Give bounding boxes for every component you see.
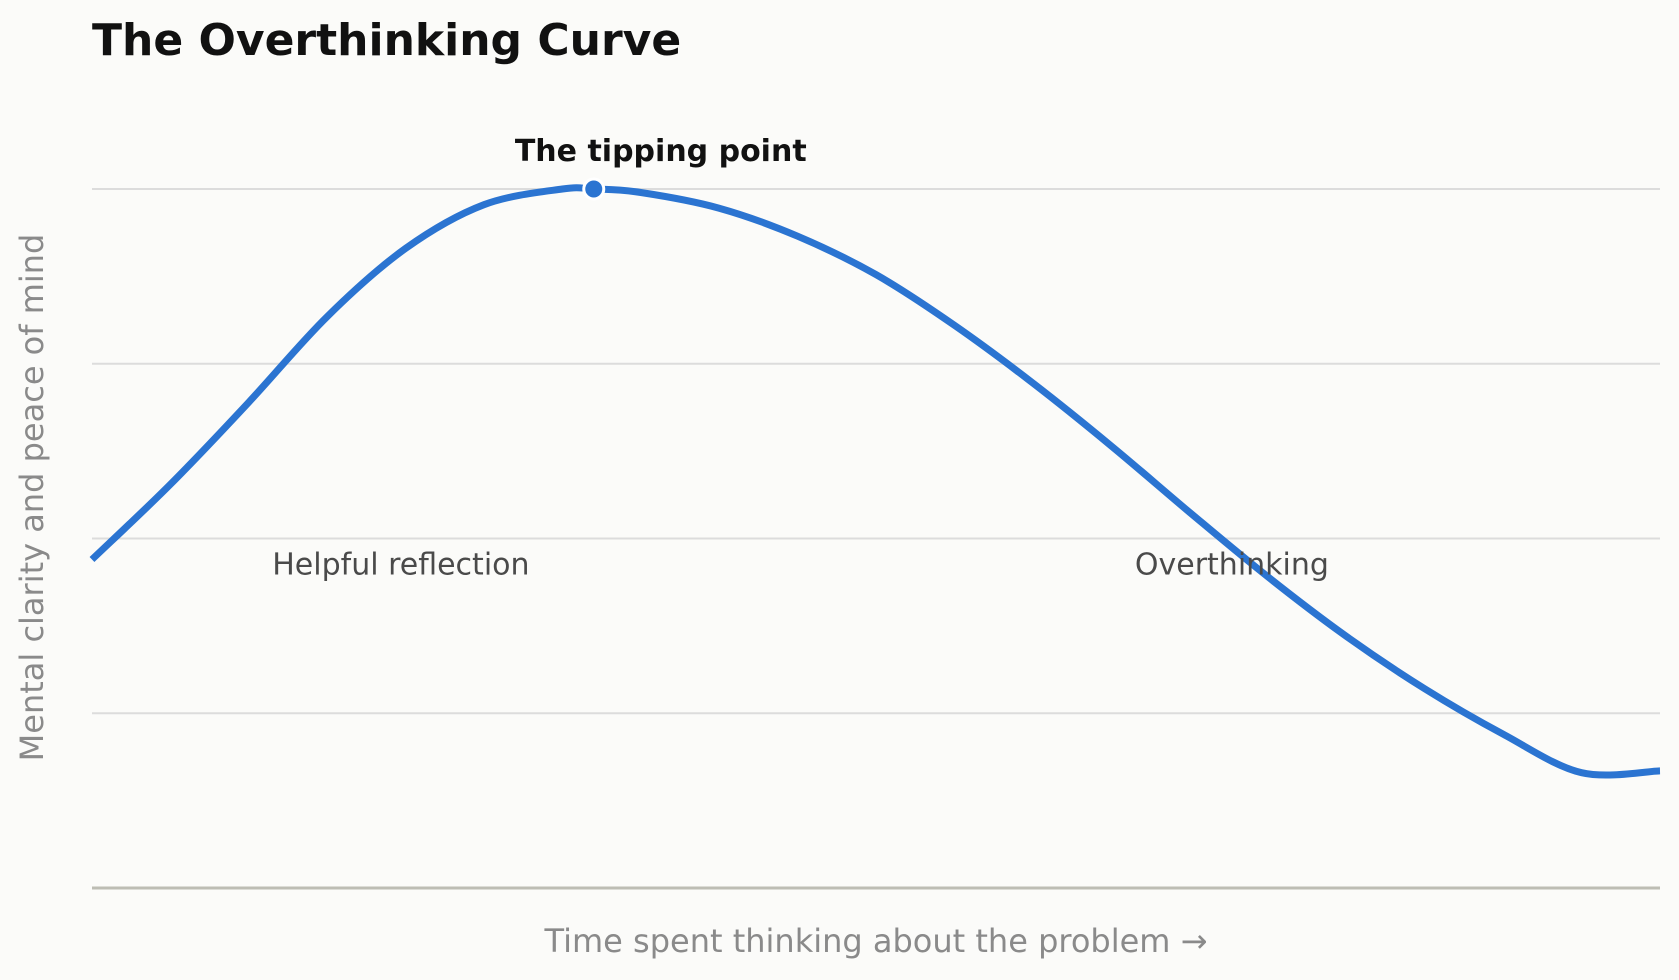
x-axis-label: Time spent thinking about the problem → — [544, 922, 1208, 960]
overthinking-curve-line — [89, 184, 1661, 779]
overthinking-label: Overthinking — [1135, 548, 1329, 583]
helpful-reflection-label: Helpful reflection — [272, 548, 529, 583]
gridlines — [92, 188, 1660, 715]
tipping-point-label: The tipping point — [515, 134, 807, 169]
chart-title: The Overthinking Curve — [92, 15, 681, 66]
tipping-point-marker — [582, 177, 606, 201]
y-axis-label: Mental clarity and peace of mind — [13, 234, 51, 762]
